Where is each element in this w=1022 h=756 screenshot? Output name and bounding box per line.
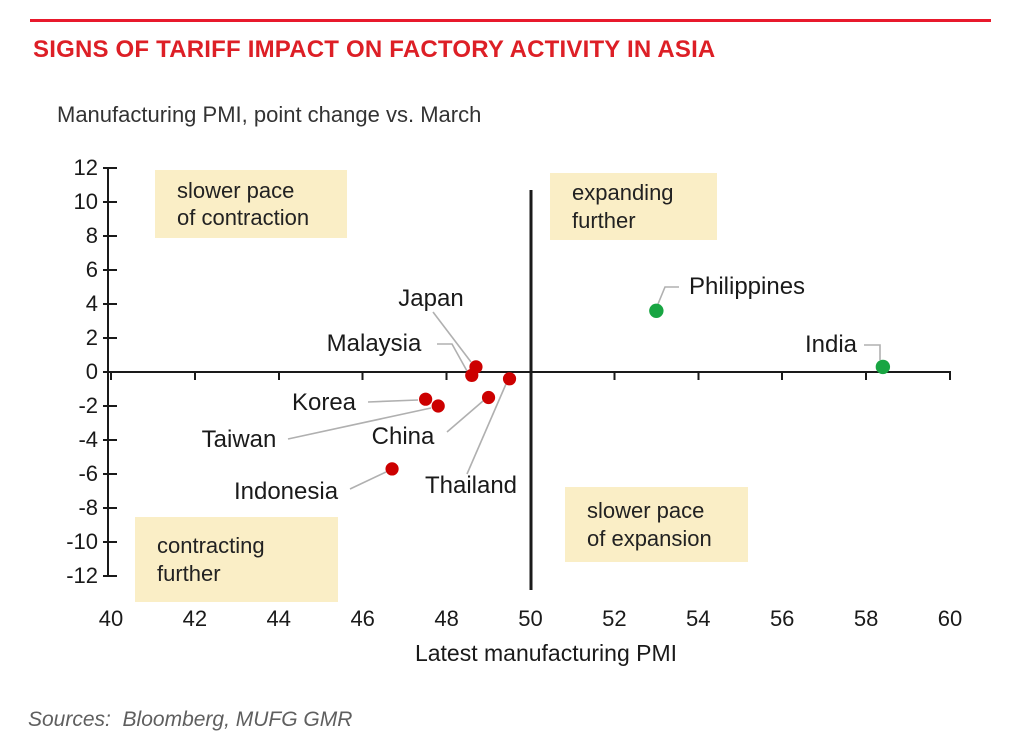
y-tick-label-10: 10	[73, 189, 98, 214]
x-tick-label-50: 50	[518, 606, 543, 631]
x-tick-label-54: 54	[686, 606, 711, 631]
data-point-korea	[419, 392, 433, 406]
y-tick-label-8: 8	[85, 223, 98, 248]
data-point-philippines	[649, 303, 664, 318]
quadrant-label-expanding-further: expanding further	[550, 173, 717, 240]
x-tick-label-52: 52	[602, 606, 627, 631]
data-point-china	[481, 390, 496, 405]
y-tick-label--8: -8	[78, 495, 98, 520]
point-label-taiwan: Taiwan	[201, 426, 277, 453]
quadrant-label-slower-pace-of-expansion: slower pace of expansion	[565, 487, 748, 562]
quadrant-label-slower-pace-of-contraction: slower pace of contraction	[155, 170, 347, 238]
quadrant-text-line: slower pace	[587, 498, 705, 523]
data-point-malaysia	[465, 368, 479, 382]
quadrant-text-line: further	[572, 207, 636, 233]
leader-line-japan	[432, 311, 472, 363]
point-label-indonesia: Indonesia	[233, 478, 339, 505]
x-tick-label-60: 60	[937, 606, 963, 631]
y-tick-label--4: -4	[78, 427, 98, 452]
y-tick-label-12: 12	[73, 155, 98, 180]
x-axis-title: Latest manufacturing PMI	[414, 640, 678, 666]
x-tick-label-58: 58	[853, 606, 879, 631]
leader-line-china	[446, 400, 484, 433]
leader-line-philippines	[657, 286, 679, 305]
y-tick-label--12: -12	[66, 563, 98, 588]
quadrant-label-contracting-further: contracting further	[135, 517, 338, 602]
quadrant-text-line: of contraction	[177, 205, 310, 230]
x-tick-label-42: 42	[182, 606, 208, 631]
x-tick-label-40: 40	[98, 606, 124, 631]
x-tick-label-46: 46	[350, 606, 375, 631]
point-label-thailand: Thailand	[424, 472, 518, 499]
y-tick-label-4: 4	[85, 291, 98, 316]
point-label-korea: Korea	[291, 389, 357, 416]
quadrant-text-line: further	[157, 560, 221, 586]
quadrant-text-line: expanding	[572, 180, 674, 205]
point-label-philippines: Philippines	[688, 273, 806, 300]
sources-note: Sources: Bloomberg, MUFG GMR	[28, 708, 353, 731]
data-point-india	[875, 359, 891, 375]
y-tick-label-0: 0	[85, 359, 98, 384]
x-tick-label-56: 56	[769, 606, 795, 631]
x-tick-label-44: 44	[266, 606, 292, 631]
chart-subtitle: Manufacturing PMI, point change vs. Marc…	[57, 102, 482, 127]
data-point-indonesia	[385, 462, 399, 476]
leader-line-indonesia	[349, 471, 387, 490]
leader-line-india	[864, 344, 881, 360]
y-tick-label-2: 2	[85, 325, 98, 350]
page-title: SIGNS OF TARIFF IMPACT ON FACTORY ACTIVI…	[33, 36, 716, 63]
y-tick-label-6: 6	[85, 257, 98, 282]
point-label-china: China	[371, 423, 435, 450]
x-tick-label-48: 48	[434, 606, 459, 631]
point-label-india: India	[804, 331, 858, 358]
point-label-japan: Japan	[398, 285, 464, 312]
leader-line-thailand	[466, 383, 507, 475]
quadrant-text-line: contracting	[157, 533, 265, 558]
y-tick-label--2: -2	[78, 393, 98, 418]
y-tick-label--6: -6	[78, 461, 98, 486]
quadrant-text-line: of expansion	[587, 525, 712, 551]
leader-line-malaysia	[437, 343, 468, 372]
quadrant-text-line: slower pace	[177, 177, 295, 203]
data-point-taiwan	[431, 399, 445, 413]
point-label-malaysia: Malaysia	[326, 330, 422, 357]
y-tick-label--10: -10	[66, 529, 98, 554]
leader-line-korea	[367, 399, 419, 403]
data-point-thailand	[502, 372, 517, 386]
top-rule	[30, 19, 991, 22]
leader-line-taiwan	[287, 407, 432, 440]
